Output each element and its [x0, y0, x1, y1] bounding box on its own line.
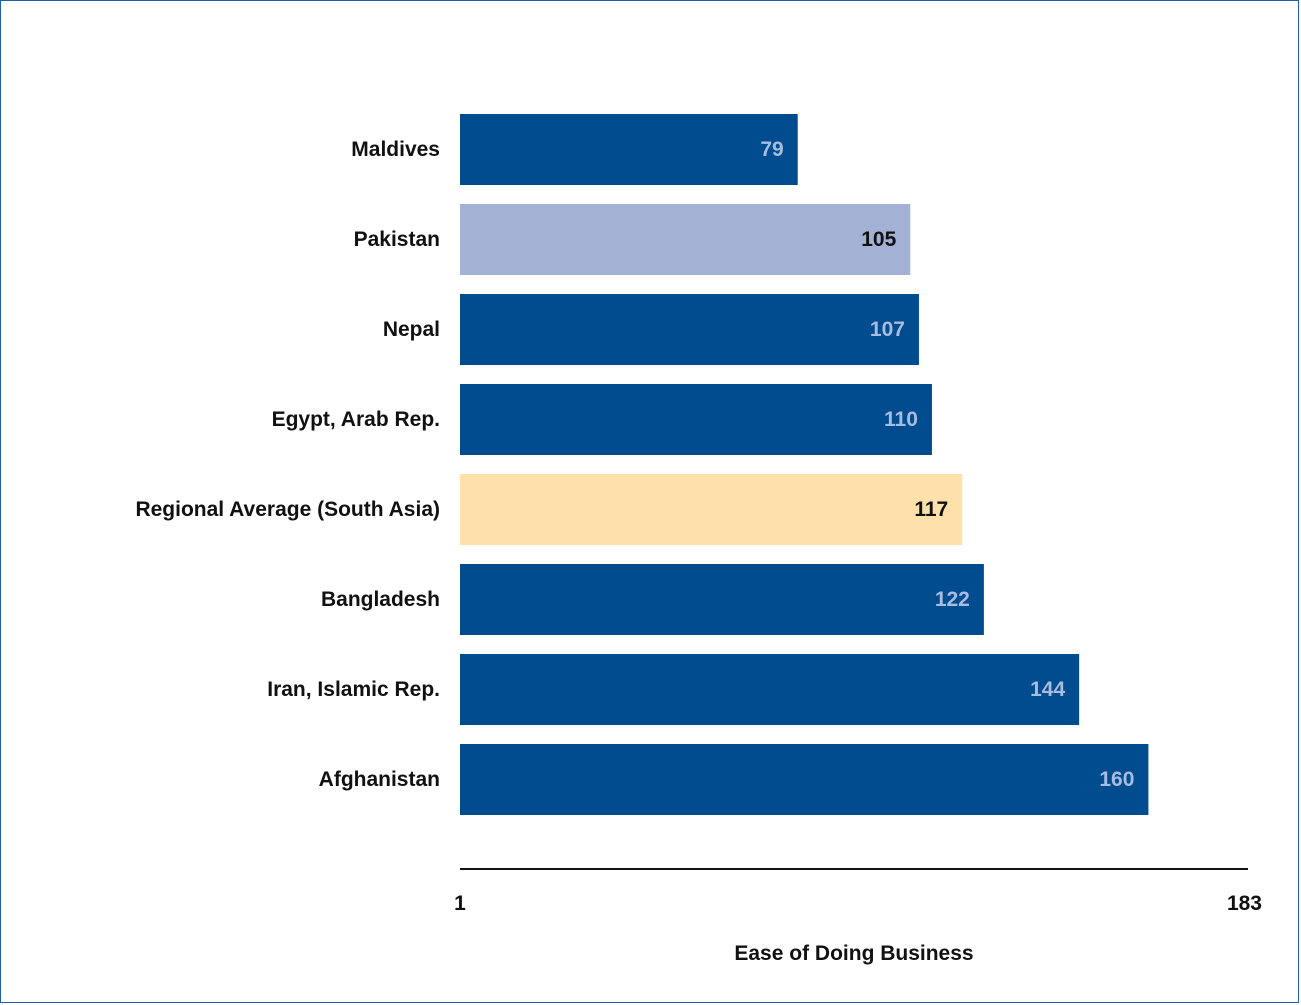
value-label-afghanistan: 160 — [1099, 768, 1134, 791]
value-labels-layer: 79 105 107 110 117 122 144 160 — [760, 138, 1134, 791]
category-label-afghanistan: Afghanistan — [319, 768, 440, 791]
bar-regional-average-south-asia — [460, 474, 963, 545]
x-tick-label-max: 183 — [1227, 892, 1262, 915]
bar-maldives — [460, 114, 798, 185]
value-label-maldives: 79 — [760, 138, 783, 161]
value-label-nepal: 107 — [870, 318, 905, 341]
bar-egypt-arab-rep — [460, 384, 932, 455]
category-label-bangladesh: Bangladesh — [321, 588, 440, 611]
value-label-regional-average-south-asia: 117 — [914, 498, 948, 521]
category-label-nepal: Nepal — [383, 318, 440, 341]
value-label-bangladesh: 122 — [935, 588, 970, 611]
value-label-iran-islamic-rep: 144 — [1030, 678, 1065, 701]
x-tick-label-min: 1 — [454, 892, 466, 915]
bars-layer — [460, 114, 1149, 815]
bar-afghanistan — [460, 744, 1149, 815]
category-labels-layer: Maldives Pakistan Nepal Egypt, Arab Rep. Reg… — [135, 138, 440, 791]
category-label-pakistan: Pakistan — [354, 228, 440, 251]
bar-iran-islamic-rep — [460, 654, 1080, 725]
x-axis-title: Ease of Doing Business — [734, 942, 973, 965]
bar-nepal — [460, 294, 919, 365]
value-label-pakistan: 105 — [861, 228, 896, 251]
value-label-egypt-arab-rep: 110 — [884, 408, 918, 431]
category-label-egypt-arab-rep: Egypt, Arab Rep. — [272, 408, 440, 431]
bar-bangladesh — [460, 564, 984, 635]
bar-pakistan — [460, 204, 911, 275]
category-label-iran-islamic-rep: Iran, Islamic Rep. — [267, 678, 440, 701]
category-label-maldives: Maldives — [351, 138, 440, 161]
category-label-regional-average-south-asia: Regional Average (South Asia) — [135, 498, 440, 521]
